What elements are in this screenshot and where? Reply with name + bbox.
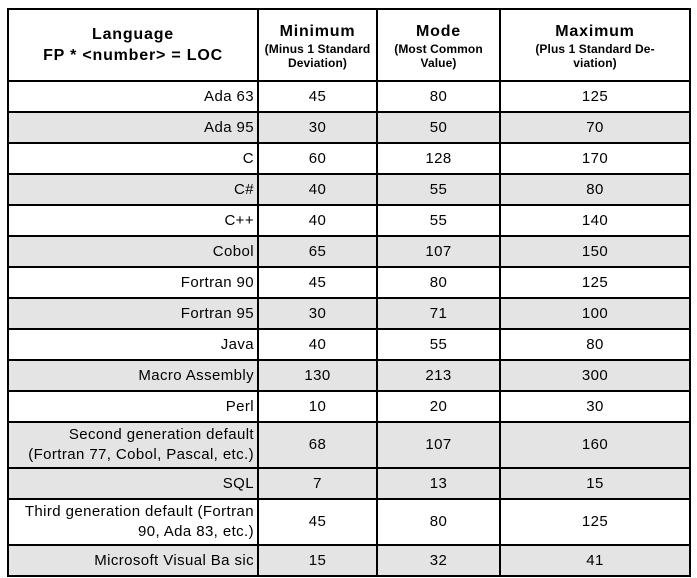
header-language-formula: FP * <number> = LOC [43, 46, 223, 64]
table-row: Ada 95 30 50 70 [7, 111, 691, 144]
mode-cell: 20 [376, 390, 501, 423]
maximum-cell: 30 [499, 390, 691, 423]
language-cell: Microsoft Visual Ba sic [7, 544, 259, 577]
table-row: Fortran 95 30 71 100 [7, 297, 691, 330]
table-row: Macro Assembly 130 213 300 [7, 359, 691, 392]
maximum-cell: 70 [499, 111, 691, 144]
maximum-cell: 150 [499, 235, 691, 268]
header-mode-subtitle-line1: (Most Common Value) [394, 41, 483, 70]
table-row: C 60 128 170 [7, 142, 691, 175]
minimum-cell: 45 [257, 498, 378, 546]
table-header: Language FP * <number> = LOC Minimum (Mi… [7, 8, 691, 82]
maximum-cell: 80 [499, 328, 691, 361]
header-maximum-subtitle-line1: (Plus 1 Standard De- [535, 41, 655, 56]
minimum-cell: 40 [257, 328, 378, 361]
mode-cell: 107 [376, 235, 501, 268]
mode-cell: 80 [376, 80, 501, 113]
table-row: Third generation default (Fortran 90, Ad… [7, 498, 691, 546]
mode-cell: 128 [376, 142, 501, 175]
language-cell: Ada 95 [7, 111, 259, 144]
minimum-cell: 130 [257, 359, 378, 392]
maximum-cell: 140 [499, 204, 691, 237]
maximum-cell: 125 [499, 498, 691, 546]
maximum-cell: 160 [499, 421, 691, 469]
header-language: Language FP * <number> = LOC [7, 8, 259, 82]
mode-cell: 13 [376, 467, 501, 500]
language-cell: Macro Assembly [7, 359, 259, 392]
table-row: Microsoft Visual Ba sic 15 32 41 [7, 544, 691, 577]
minimum-cell: 45 [257, 80, 378, 113]
minimum-cell: 15 [257, 544, 378, 577]
header-maximum-subtitle-line2: viation) [573, 55, 617, 70]
table-row: C++ 40 55 140 [7, 204, 691, 237]
language-cell: Cobol [7, 235, 259, 268]
header-mode-title: Mode [416, 22, 461, 40]
minimum-cell: 65 [257, 235, 378, 268]
table-row: Fortran 90 45 80 125 [7, 266, 691, 299]
minimum-cell: 45 [257, 266, 378, 299]
table-body: Ada 63 45 80 125 Ada 95 30 50 70 C 60 12… [7, 80, 691, 577]
minimum-cell: 30 [257, 297, 378, 330]
maximum-cell: 170 [499, 142, 691, 175]
language-cell: Fortran 95 [7, 297, 259, 330]
maximum-cell: 80 [499, 173, 691, 206]
language-cell: Ada 63 [7, 80, 259, 113]
table-row: C# 40 55 80 [7, 173, 691, 206]
minimum-cell: 30 [257, 111, 378, 144]
table-row: Cobol 65 107 150 [7, 235, 691, 268]
minimum-cell: 60 [257, 142, 378, 175]
language-cell: Java [7, 328, 259, 361]
language-cell: SQL [7, 467, 259, 500]
language-cell: C++ [7, 204, 259, 237]
language-cell: C# [7, 173, 259, 206]
maximum-cell: 41 [499, 544, 691, 577]
header-maximum: Maximum (Plus 1 Standard De- viation) [499, 8, 691, 82]
table-row: Ada 63 45 80 125 [7, 80, 691, 113]
language-cell: Fortran 90 [7, 266, 259, 299]
table-row: Java 40 55 80 [7, 328, 691, 361]
minimum-cell: 68 [257, 421, 378, 469]
maximum-cell: 125 [499, 80, 691, 113]
maximum-cell: 125 [499, 266, 691, 299]
header-minimum-subtitle-line2: Deviation) [287, 55, 347, 70]
header-mode: Mode (Most Common Value) [376, 8, 501, 82]
mode-cell: 32 [376, 544, 501, 577]
mode-cell: 71 [376, 297, 501, 330]
language-cell: Second generation default (Fortran 77, C… [7, 421, 259, 469]
table-row: Second generation default (Fortran 77, C… [7, 421, 691, 469]
header-minimum: Minimum (Minus 1 Standard Deviation) [257, 8, 378, 82]
maximum-cell: 300 [499, 359, 691, 392]
table-row: Perl 10 20 30 [7, 390, 691, 423]
table-row: SQL 7 13 15 [7, 467, 691, 500]
language-cell: Third generation default (Fortran 90, Ad… [7, 498, 259, 546]
maximum-cell: 15 [499, 467, 691, 500]
mode-cell: 80 [376, 266, 501, 299]
minimum-cell: 10 [257, 390, 378, 423]
mode-cell: 80 [376, 498, 501, 546]
language-cell: C [7, 142, 259, 175]
header-maximum-title: Maximum [555, 22, 635, 40]
header-language-title: Language [92, 25, 174, 43]
header-row: Language FP * <number> = LOC Minimum (Mi… [7, 8, 691, 82]
mode-cell: 107 [376, 421, 501, 469]
fp-loc-conversion-table: Language FP * <number> = LOC Minimum (Mi… [7, 8, 691, 577]
maximum-cell: 100 [499, 297, 691, 330]
header-minimum-subtitle-line1: (Minus 1 Standard [264, 41, 371, 56]
language-cell: Perl [7, 390, 259, 423]
mode-cell: 55 [376, 328, 501, 361]
mode-cell: 50 [376, 111, 501, 144]
minimum-cell: 40 [257, 204, 378, 237]
mode-cell: 213 [376, 359, 501, 392]
header-minimum-title: Minimum [279, 22, 356, 40]
mode-cell: 55 [376, 204, 501, 237]
minimum-cell: 40 [257, 173, 378, 206]
mode-cell: 55 [376, 173, 501, 206]
minimum-cell: 7 [257, 467, 378, 500]
